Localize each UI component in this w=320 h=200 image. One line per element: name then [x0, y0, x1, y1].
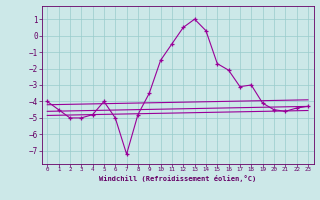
X-axis label: Windchill (Refroidissement éolien,°C): Windchill (Refroidissement éolien,°C): [99, 175, 256, 182]
